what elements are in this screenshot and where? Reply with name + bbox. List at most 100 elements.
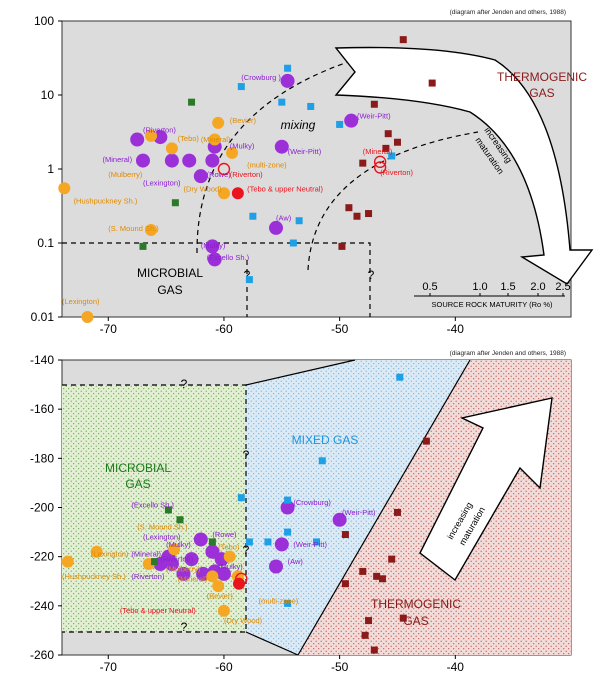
maturity-tick-label: 1.0 [472,281,487,293]
mixed-gas-zone [246,360,470,655]
sample-square-green [188,98,196,106]
point-label: (Mineral) [131,550,161,559]
sample-circle-purple [184,552,199,567]
sample-square-blue [318,457,326,465]
sample-square-darkred [365,210,373,218]
sample-square-blue [245,276,253,284]
bottom-point-labels: (Crowburg) (Weir-Pitt) (Excello Sh.) (S. Mo… [62,498,376,625]
sample-circle-purple [193,532,208,547]
point-label: (Riverton) [143,126,176,135]
point-label: (Riverton) [131,572,164,581]
sample-circle-purple [193,169,208,184]
x-tick-label: -50 [331,322,349,336]
sample-circle-orange [212,580,225,593]
sample-square-darkred [359,159,367,167]
sample-circle-orange [223,550,236,563]
top-point-labels: (Crowburg )(Bevier)(Riverton)(Tebo)(Mine… [62,73,414,306]
point-label: (Weir-Pitt) [288,147,322,156]
y-tick-label: -160 [30,402,54,416]
sample-square-darkred [359,567,367,575]
bottom-source-note: (diagram after Jenden and others, 1988) [450,350,566,357]
bottom-microbial-label-1: MICROBIAL [105,461,171,475]
sample-circle-orange [168,543,181,556]
sample-open-circle-red [373,161,387,174]
bottom-microbial-boundary [62,384,247,633]
point-label: (Mulberry) [108,170,143,179]
sample-square-darkred [399,36,407,44]
y-tick-label: 0.1 [37,236,54,250]
sample-circle-orange [208,133,221,146]
sample-square-blue [289,239,297,247]
sample-square-blue [295,217,303,225]
sample-circle-purple [153,130,168,145]
maturity-scale-title: SOURCE ROCK MATURITY (Ro %) [432,300,553,309]
sample-square-darkred [341,531,349,539]
top-mixing-label: mixing [281,118,316,132]
sample-circle-orange [81,311,94,323]
sample-square-green [164,506,172,514]
sample-square-blue [249,212,257,220]
x-tick-label: -60 [215,660,233,674]
bottom-question-mark-1: ? [181,377,188,391]
sample-square-green [171,199,179,207]
sample-circle-purple [205,153,220,168]
sample-square-darkred [382,144,390,152]
sample-circle-orange [61,555,74,568]
point-label: (Excello Sh.) [131,501,174,510]
point-label: (Weir-Pitt) [293,540,327,549]
y-tick-label: -260 [30,648,54,662]
point-label: (Hushpuckney Sh.) [74,197,138,206]
sample-circle-purple [182,153,197,168]
sample-square-darkred [393,508,401,516]
point-label: (Mineral) [201,135,231,144]
sample-square-darkred [341,580,349,588]
sample-square-blue [284,496,292,504]
sample-circle-purple [205,239,220,254]
y-tick-label: -200 [30,501,54,515]
point-label: (Mulky) [201,241,226,250]
sample-circle-purple [280,500,295,515]
point-label: (Weir-Pitt) [357,112,391,121]
point-label: (Mulky) [230,141,255,150]
sample-square-darkred [361,631,369,639]
sample-circle-orange [58,182,71,195]
y-tick-label: -140 [30,353,54,367]
point-label: (Tebo) [178,134,200,143]
point-label: (Rowe) [212,530,237,539]
y-tick-label: -240 [30,599,54,613]
point-label: (Riverton) [230,170,263,179]
bottom-mixed-label: MIXED GAS [292,433,359,447]
sample-square-blue [237,83,245,91]
sample-square-darkred [353,212,361,220]
sample-square-darkred [345,204,353,212]
sample-square-darkred [378,575,386,583]
sample-square-darkred [373,572,381,580]
top-maturation-arrow [334,46,594,285]
sample-square-blue [388,152,396,160]
point-label: (Riverton) [160,555,193,564]
point-label: (S. Mound Sh.) [108,224,159,233]
sample-circle-orange [212,116,225,129]
sample-circle-red [231,187,244,200]
sample-square-blue [245,538,253,546]
y-tick-label: -220 [30,550,54,564]
point-label: (Crowburg) [293,498,331,507]
y-tick-label: -180 [30,451,54,465]
y-tick-label: 10 [41,88,55,102]
sample-square-darkred [384,130,392,138]
bottom-microbial-label-2: GAS [125,477,150,491]
bottom-panel-d13c-vs-dd: (diagram after Jenden and others, 1988) … [30,350,572,674]
point-label: (Bevier) [207,591,234,600]
point-label: (S. Mound Sh.) [137,523,188,532]
point-label: (Mineral) [363,147,393,156]
top-thermogenic-label-1: THERMOGENIC [497,70,587,84]
point-label: (Lexington) [91,550,129,559]
top-microbial-label-1: MICROBIAL [137,266,203,280]
point-label: (multi-zone) [247,160,287,169]
point-label: (Aw) [288,557,304,566]
top-mixing-curve-inner [307,131,479,271]
sample-square-blue [284,599,292,607]
sample-circle-orange [145,223,158,236]
sample-square-green [151,558,159,566]
sample-circle-purple [130,132,145,147]
